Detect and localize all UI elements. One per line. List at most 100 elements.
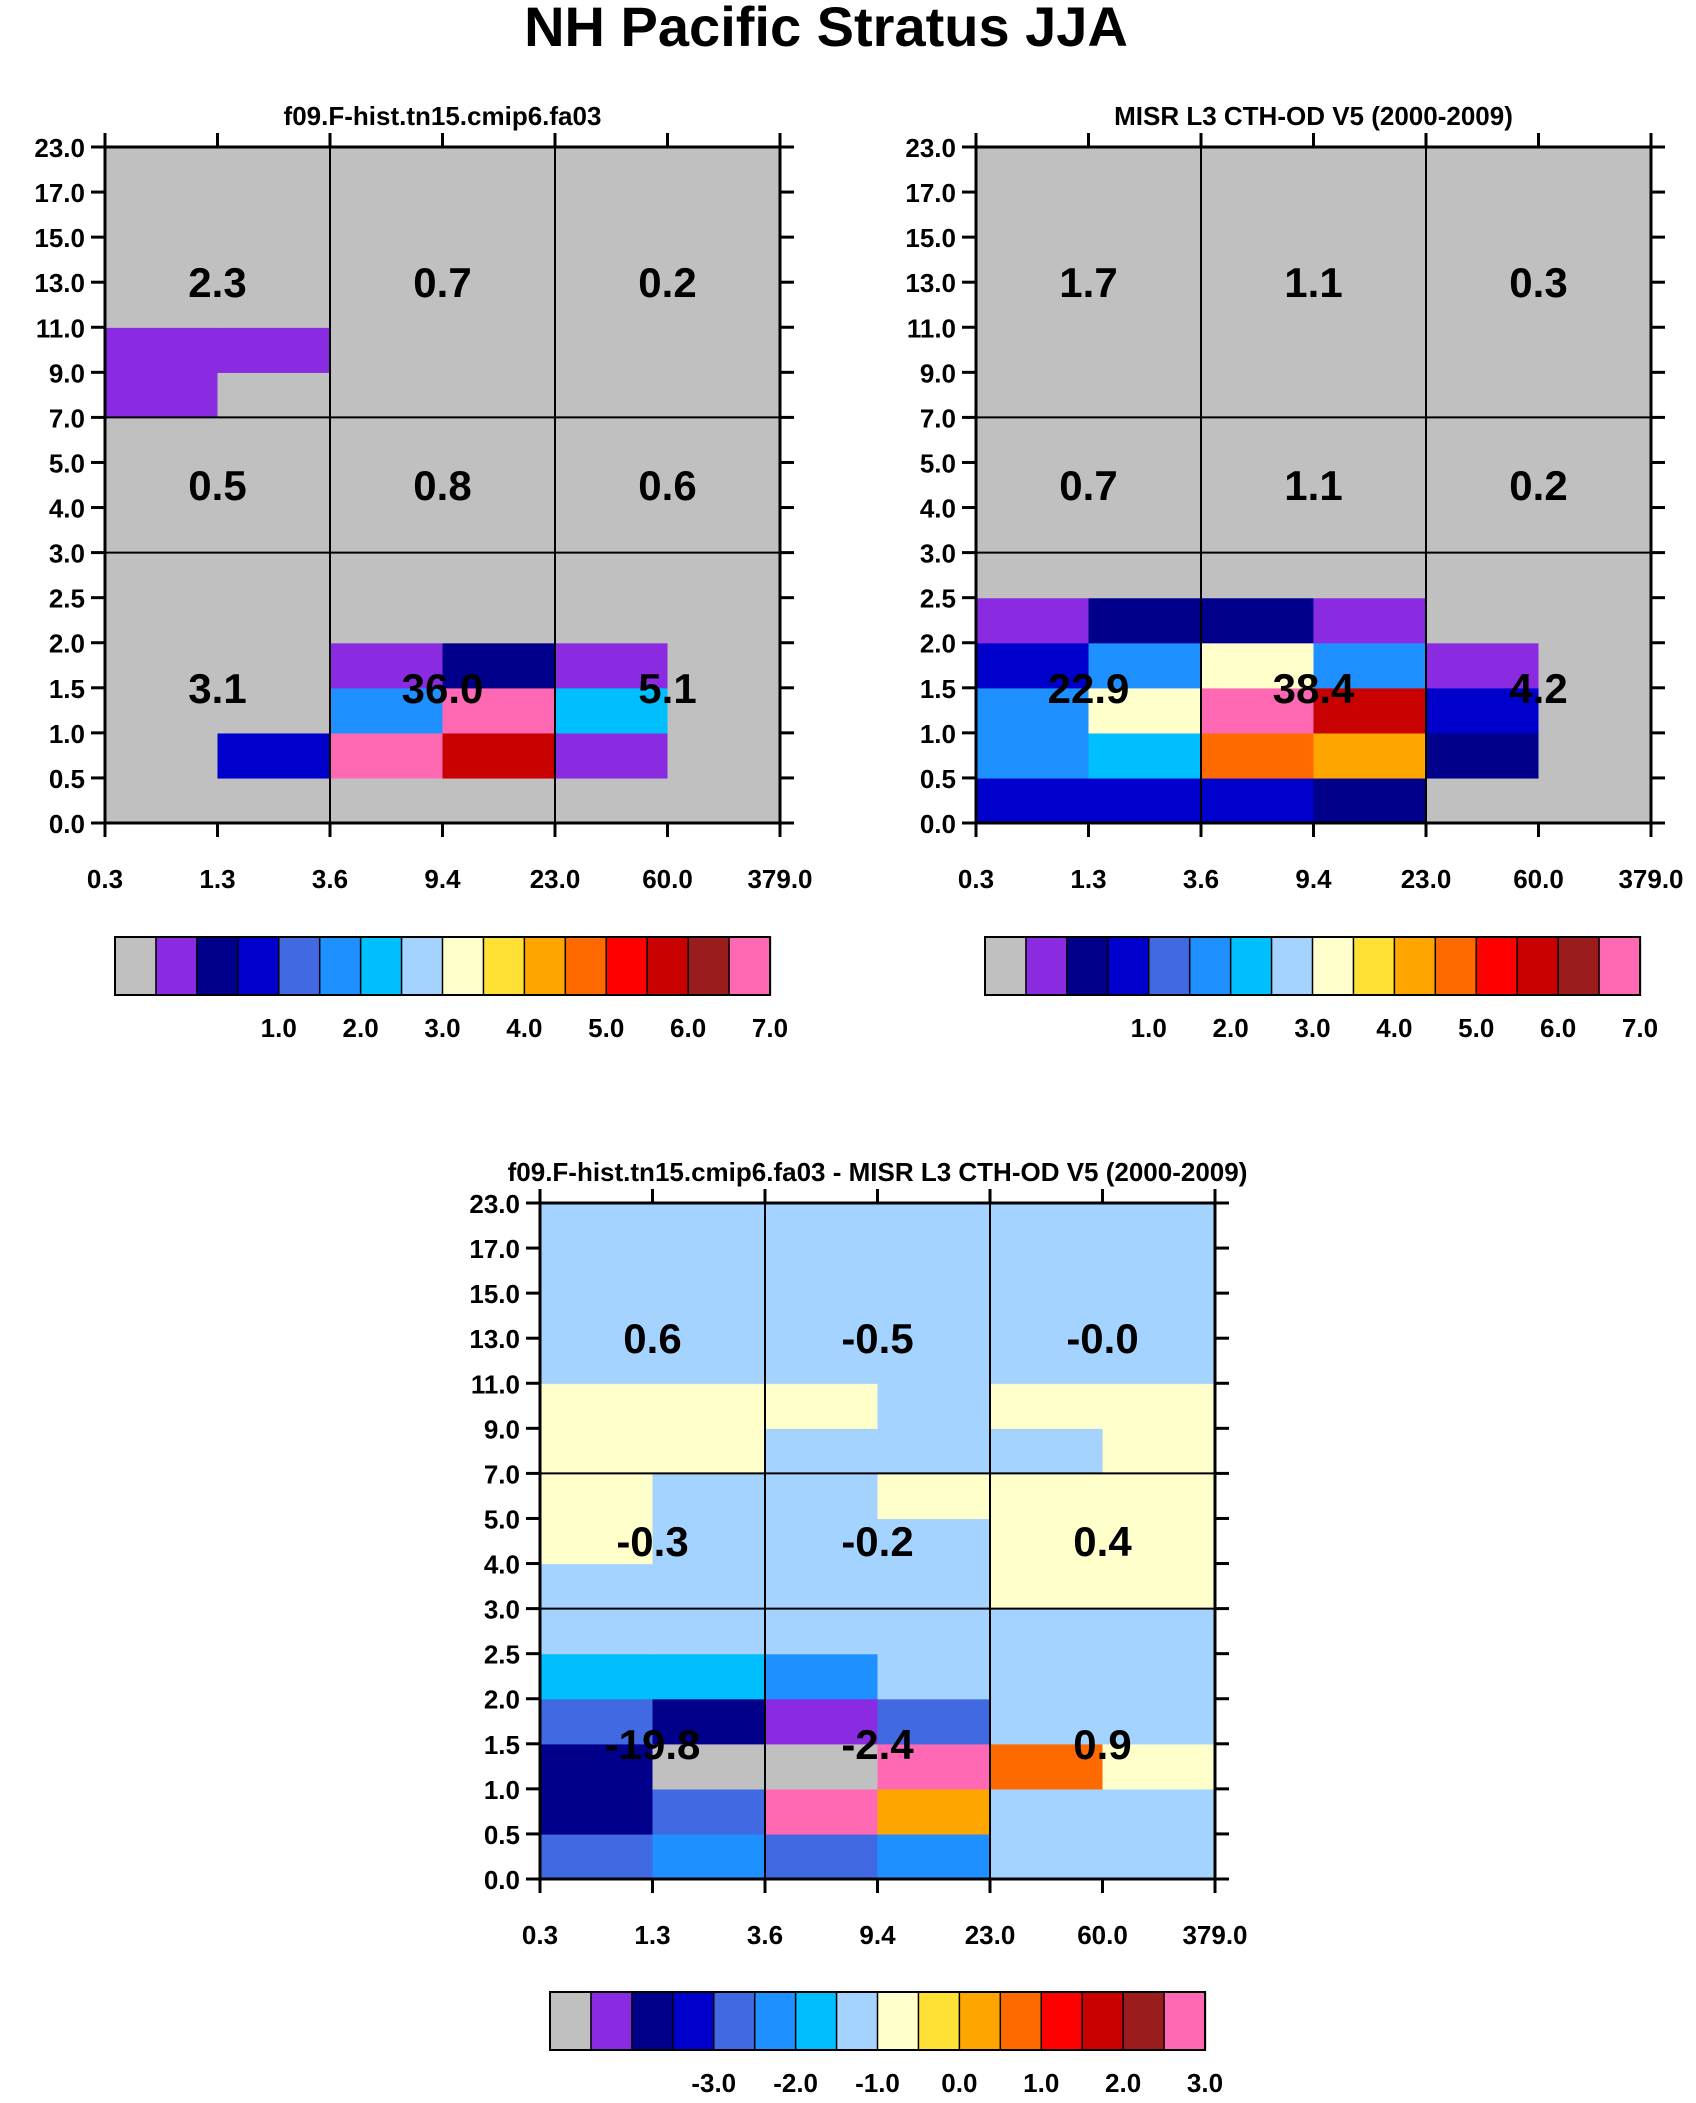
x-tick-label: 60.0 xyxy=(1077,1920,1128,1950)
y-tick-label: 11.0 xyxy=(36,313,85,343)
y-tick-label: 2.0 xyxy=(49,629,85,659)
colorbar-swatch xyxy=(1107,936,1150,996)
colorbar-swatch xyxy=(794,1991,838,2051)
heatmap-cell xyxy=(105,237,219,283)
colorbar-swatch xyxy=(1025,936,1069,996)
heatmap-cell xyxy=(330,192,444,238)
heatmap-cell xyxy=(990,1788,1104,1835)
y-tick-label: 5.0 xyxy=(49,448,85,478)
heatmap-cell xyxy=(1201,462,1315,509)
colorbar-label: 3.0 xyxy=(1294,1013,1330,1043)
heatmap-cell xyxy=(1426,732,1540,779)
heatmap-cell xyxy=(555,237,669,283)
heatmap-cell xyxy=(1201,237,1315,283)
heatmap-cell xyxy=(217,327,331,373)
heatmap-cell xyxy=(877,1743,991,1790)
heatmap-cell xyxy=(765,1788,879,1835)
heatmap-cell xyxy=(105,147,219,193)
y-tick-label: 1.5 xyxy=(484,1730,520,1760)
x-tick-label: 1.3 xyxy=(634,1920,670,1950)
y-tick-label: 2.0 xyxy=(920,629,956,659)
x-tick-label: 3.6 xyxy=(1183,864,1219,894)
heatmap-cell xyxy=(877,1293,991,1339)
y-tick-label: 23.0 xyxy=(34,133,85,163)
heatmap-cell xyxy=(877,1518,991,1565)
x-tick-label: 3.6 xyxy=(747,1920,783,1950)
heatmap-cell xyxy=(1201,147,1315,193)
heatmap-cell xyxy=(217,552,331,599)
heatmap-cell xyxy=(330,282,444,328)
heatmap-cell xyxy=(442,462,556,509)
colorbar-swatch xyxy=(549,1991,593,2051)
heatmap-cell xyxy=(1201,327,1315,373)
group-sum-label: -0.5 xyxy=(841,1315,913,1362)
heatmap-cell xyxy=(667,552,781,599)
y-tick-label: 2.0 xyxy=(484,1685,520,1715)
y-tick-label: 0.0 xyxy=(49,809,85,839)
heatmap-cell xyxy=(330,597,444,644)
heatmap-cell xyxy=(105,192,219,238)
colorbar-label: 5.0 xyxy=(588,1013,624,1043)
heatmap-cell xyxy=(540,1698,654,1745)
colorbar-swatch xyxy=(1270,936,1314,996)
heatmap-cell xyxy=(976,597,1090,644)
group-sum-label: 38.4 xyxy=(1273,665,1355,712)
colorbar-swatch xyxy=(482,936,526,996)
heatmap-cell xyxy=(1426,282,1540,328)
heatmap-cell xyxy=(540,1518,654,1565)
heatmap-cell xyxy=(976,417,1090,464)
heatmap-cell xyxy=(990,1698,1104,1745)
heatmap-cell xyxy=(1201,282,1315,328)
panel-title: f09.F-hist.tn15.cmip6.fa03 xyxy=(284,101,602,131)
group-sum-label: 0.2 xyxy=(638,259,696,306)
heatmap-cell xyxy=(330,552,444,599)
heatmap-cell xyxy=(1426,417,1540,464)
heatmap-cell xyxy=(105,642,219,689)
heatmap-cell xyxy=(990,1743,1104,1790)
heatmap-cell xyxy=(652,1293,766,1339)
y-tick-label: 13.0 xyxy=(905,268,956,298)
heatmap-cell xyxy=(217,732,331,779)
group-sum-label: 0.9 xyxy=(1073,1721,1131,1768)
heatmap-cell xyxy=(990,1608,1104,1655)
heatmap-cell xyxy=(1102,1743,1216,1790)
x-tick-label: 0.3 xyxy=(958,864,994,894)
y-tick-label: 0.0 xyxy=(920,809,956,839)
heatmap-cell xyxy=(1538,462,1652,509)
group-sum-label: 1.1 xyxy=(1284,462,1342,509)
heatmap-cell xyxy=(1538,732,1652,779)
colorbar-swatch xyxy=(605,936,649,996)
heatmap-cell xyxy=(765,1293,879,1339)
heatmap-cell xyxy=(217,237,331,283)
heatmap-cell xyxy=(217,462,331,509)
heatmap-cell xyxy=(765,1653,879,1700)
heatmap-cell xyxy=(667,732,781,779)
colorbar-swatch xyxy=(590,1991,634,2051)
x-tick-label: 379.0 xyxy=(747,864,812,894)
group-sum-label: -2.4 xyxy=(841,1721,914,1768)
heatmap-cell xyxy=(976,462,1090,509)
heatmap-cell xyxy=(1102,1608,1216,1655)
heatmap-cell xyxy=(765,1833,879,1880)
heatmap-cell xyxy=(765,1248,879,1294)
group-sum-label: 0.5 xyxy=(188,462,246,509)
y-tick-label: 1.0 xyxy=(49,719,85,749)
heatmap-cell xyxy=(1313,282,1427,328)
heatmap-cell xyxy=(877,1338,991,1384)
colorbar-swatch xyxy=(984,936,1028,996)
colorbar-swatch xyxy=(1393,936,1437,996)
x-tick-label: 1.3 xyxy=(199,864,235,894)
group-sum-label: 1.7 xyxy=(1059,259,1117,306)
y-tick-label: 1.5 xyxy=(920,674,956,704)
heatmap-cell xyxy=(765,1338,879,1384)
heatmap-cell xyxy=(667,507,781,554)
heatmap-cell xyxy=(1426,372,1540,418)
heatmap-cell xyxy=(1088,462,1202,509)
heatmap-cell xyxy=(555,372,669,418)
heatmap-cell xyxy=(1102,1833,1216,1880)
colorbar-label: 3.0 xyxy=(1187,2068,1223,2098)
heatmap-cell xyxy=(217,507,331,554)
colorbar-label: -2.0 xyxy=(773,2068,818,2098)
heatmap-cell xyxy=(765,1698,879,1745)
heatmap-cell xyxy=(540,1203,654,1249)
